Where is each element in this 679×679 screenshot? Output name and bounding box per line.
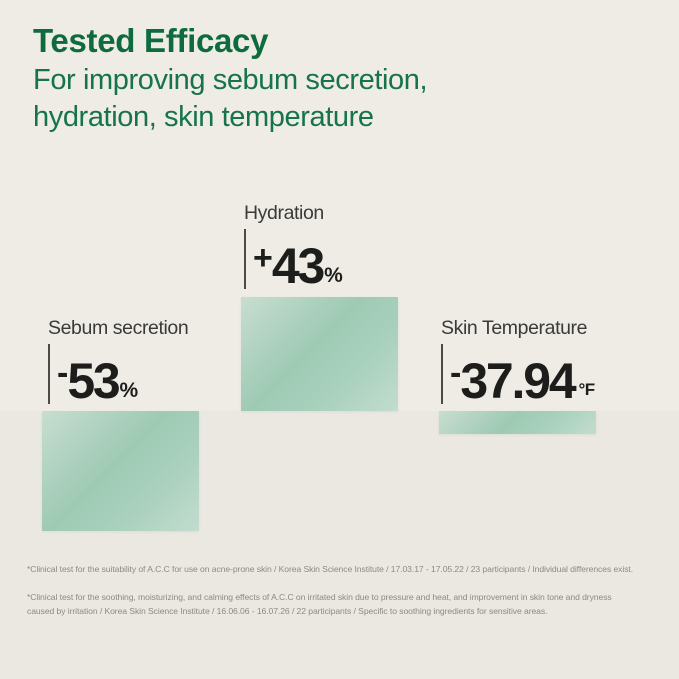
metric-sign-hydration: + <box>253 239 273 278</box>
metric-sebum-secretion: Sebum secretion - 53 % <box>48 317 189 410</box>
metric-number-sebum-secretion: 53 <box>67 353 120 410</box>
metric-label-sebum-secretion: Sebum secretion <box>48 317 189 339</box>
metric-unit-sebum-secretion: % <box>119 379 139 403</box>
page-subtitle-line-1: For improving sebum secretion, <box>33 64 428 97</box>
metric-label-skin-temperature: Skin Temperature <box>441 317 588 339</box>
metric-hydration: Hydration + 43 % <box>244 202 343 295</box>
metric-sign-sebum-secretion: - <box>57 354 68 393</box>
metric-unit-skin-temperature: °F <box>578 380 595 400</box>
bar-hydration <box>241 297 398 411</box>
metric-value-hydration: + 43 % <box>244 229 343 295</box>
heading-block: Tested Efficacy For improving sebum secr… <box>33 22 643 136</box>
bar-skin-temperature <box>439 411 596 434</box>
metric-unit-hydration: % <box>324 264 343 288</box>
page-subtitle-line-2: hydration, skin temperature <box>33 101 374 134</box>
footnotes-block: *Clinical test for the suitability of A.… <box>27 563 637 633</box>
footnote-1: *Clinical test for the suitability of A.… <box>27 564 634 574</box>
metric-value-skin-temperature: - 37.94 °F <box>441 344 595 410</box>
bar-sebum-secretion <box>42 411 199 531</box>
metric-number-hydration: 43 <box>271 238 325 295</box>
page-title: Tested Efficacy <box>33 22 269 59</box>
metric-value-sebum-secretion: - 53 % <box>48 344 188 410</box>
metric-label-hydration: Hydration <box>244 202 324 224</box>
footnote-2: *Clinical test for the soothing, moistur… <box>27 591 612 616</box>
metric-skin-temperature: Skin Temperature - 37.94 °F <box>441 317 595 410</box>
metric-sign-skin-temperature: - <box>450 354 461 393</box>
metric-number-skin-temperature: 37.94 <box>460 353 576 410</box>
